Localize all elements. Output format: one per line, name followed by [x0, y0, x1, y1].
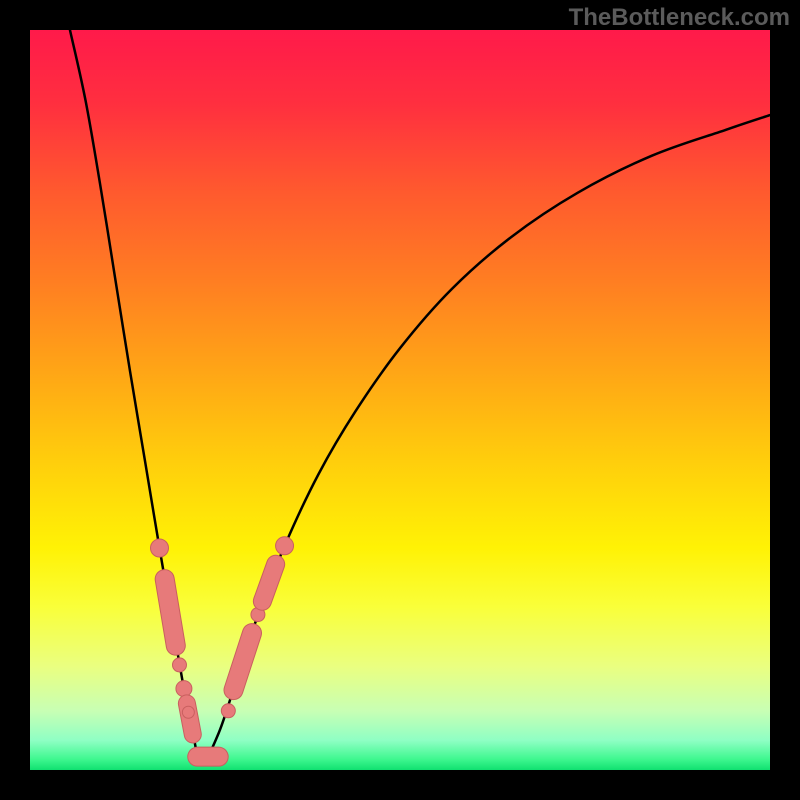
watermark-text: TheBottleneck.com — [569, 4, 790, 32]
marker-point — [176, 681, 192, 697]
marker-point — [182, 706, 194, 718]
marker-point — [172, 658, 186, 672]
marker-capsule — [165, 579, 176, 646]
bottleneck-curve-chart — [0, 0, 800, 800]
heat-gradient-background — [30, 30, 770, 770]
marker-point — [151, 539, 169, 557]
marker-point — [221, 704, 235, 718]
chart-container: TheBottleneck.com — [0, 0, 800, 800]
marker-point — [276, 537, 294, 555]
